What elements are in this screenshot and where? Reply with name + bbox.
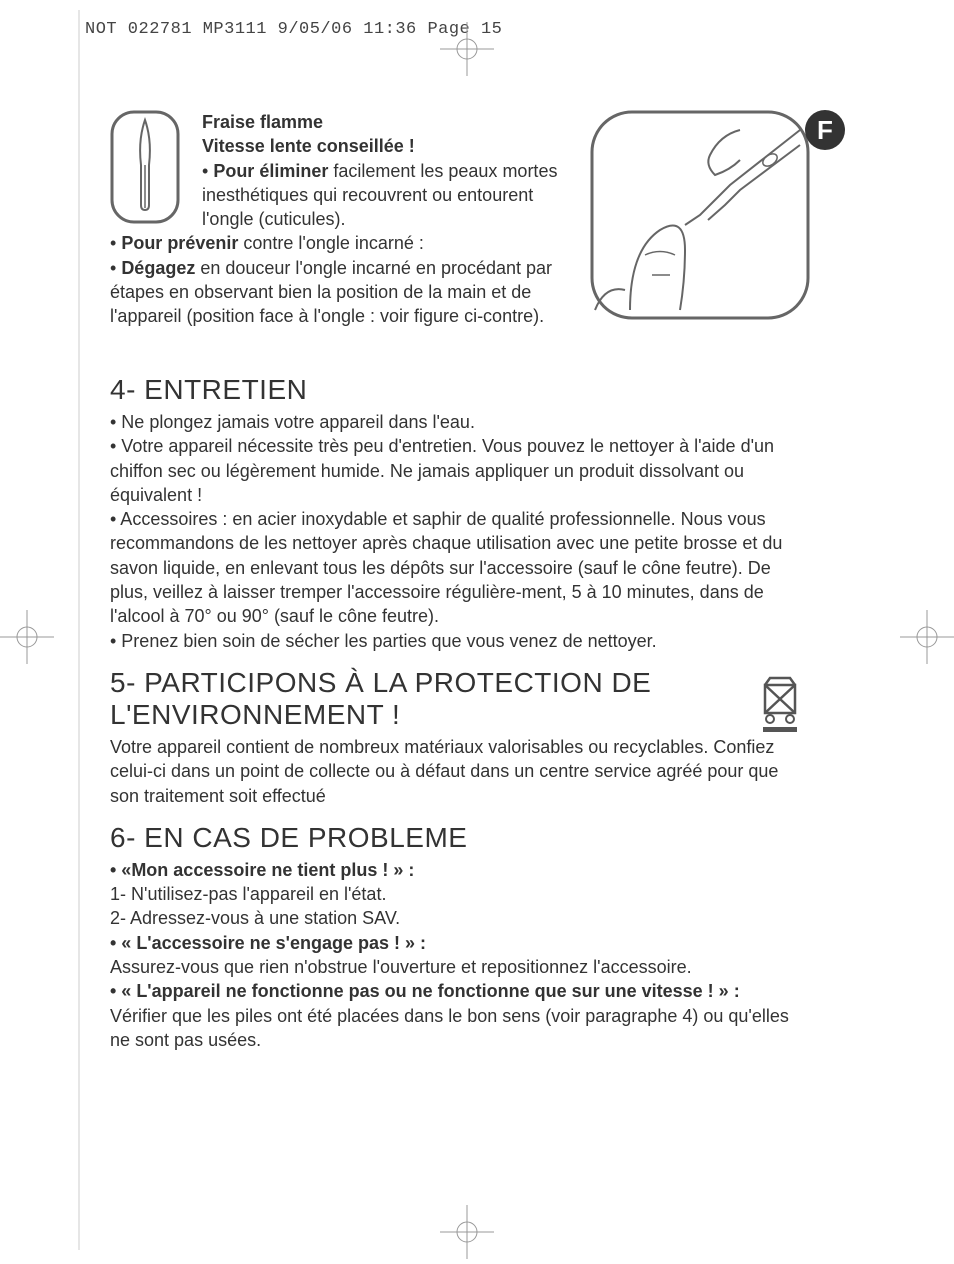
page-edge-line [78,10,80,1250]
hand-usage-figure [590,110,810,320]
language-letter: F [817,115,833,146]
page-content: F Fraise flamme Vitesse lente conseillée… [110,110,810,1052]
section-5-body: Votre appareil contient de nombreux maté… [110,735,810,808]
section-6-q1-a2: 2- Adressez-vous à une station SAV. [110,906,810,930]
intro-bullet-2: • Pour prévenir contre l'ongle incarné : [110,231,560,255]
section-4-p4: • Prenez bien soin de sécher les parties… [110,629,810,653]
section-6-title: 6- EN CAS DE PROBLEME [110,822,810,854]
section-5-wrap: 5- PARTICIPONS À LA PROTECTION DE L'ENVI… [110,667,810,808]
section-4-p2: • Votre appareil nécessite très peu d'en… [110,434,810,507]
intro-bullet-3: • Dégagez en douceur l'ongle incarné en … [110,256,560,329]
section-6-q1-a1: 1- N'utilisez-pas l'appareil en l'état. [110,882,810,906]
crop-mark-right [900,610,954,669]
crop-mark-top [440,22,494,81]
crop-mark-bottom [440,1205,494,1264]
intro-title-1: Fraise flamme [202,110,560,134]
section-5-title: 5- PARTICIPONS À LA PROTECTION DE L'ENVI… [110,667,670,731]
section-4-p1: • Ne plongez jamais votre appareil dans … [110,410,810,434]
section-4-p3: • Accessoires : en acier inoxydable et s… [110,507,810,628]
section-6-q3-a: Vérifier que les piles ont été placées d… [110,1004,810,1053]
intro-title-2: Vitesse lente conseillée ! [202,134,560,158]
flame-bur-icon [110,110,180,225]
crop-mark-left [0,610,54,669]
section-6-q3: • « L'appareil ne fonctionne pas ou ne f… [110,979,810,1003]
section-6-q2-a: Assurez-vous que rien n'obstrue l'ouvert… [110,955,810,979]
section-4-title: 4- ENTRETIEN [110,374,810,406]
weee-recycle-icon [755,675,805,735]
section-6-q1: • «Mon accessoire ne tient plus ! » : [110,858,810,882]
section-6-q2: • « L'accessoire ne s'engage pas ! » : [110,931,810,955]
language-badge: F [805,110,845,150]
intro-section: F Fraise flamme Vitesse lente conseillée… [110,110,810,360]
intro-text-block: Fraise flamme Vitesse lente conseillée !… [202,110,560,231]
intro-bullet-1: • Pour éliminer facilement les peaux mor… [202,159,560,232]
